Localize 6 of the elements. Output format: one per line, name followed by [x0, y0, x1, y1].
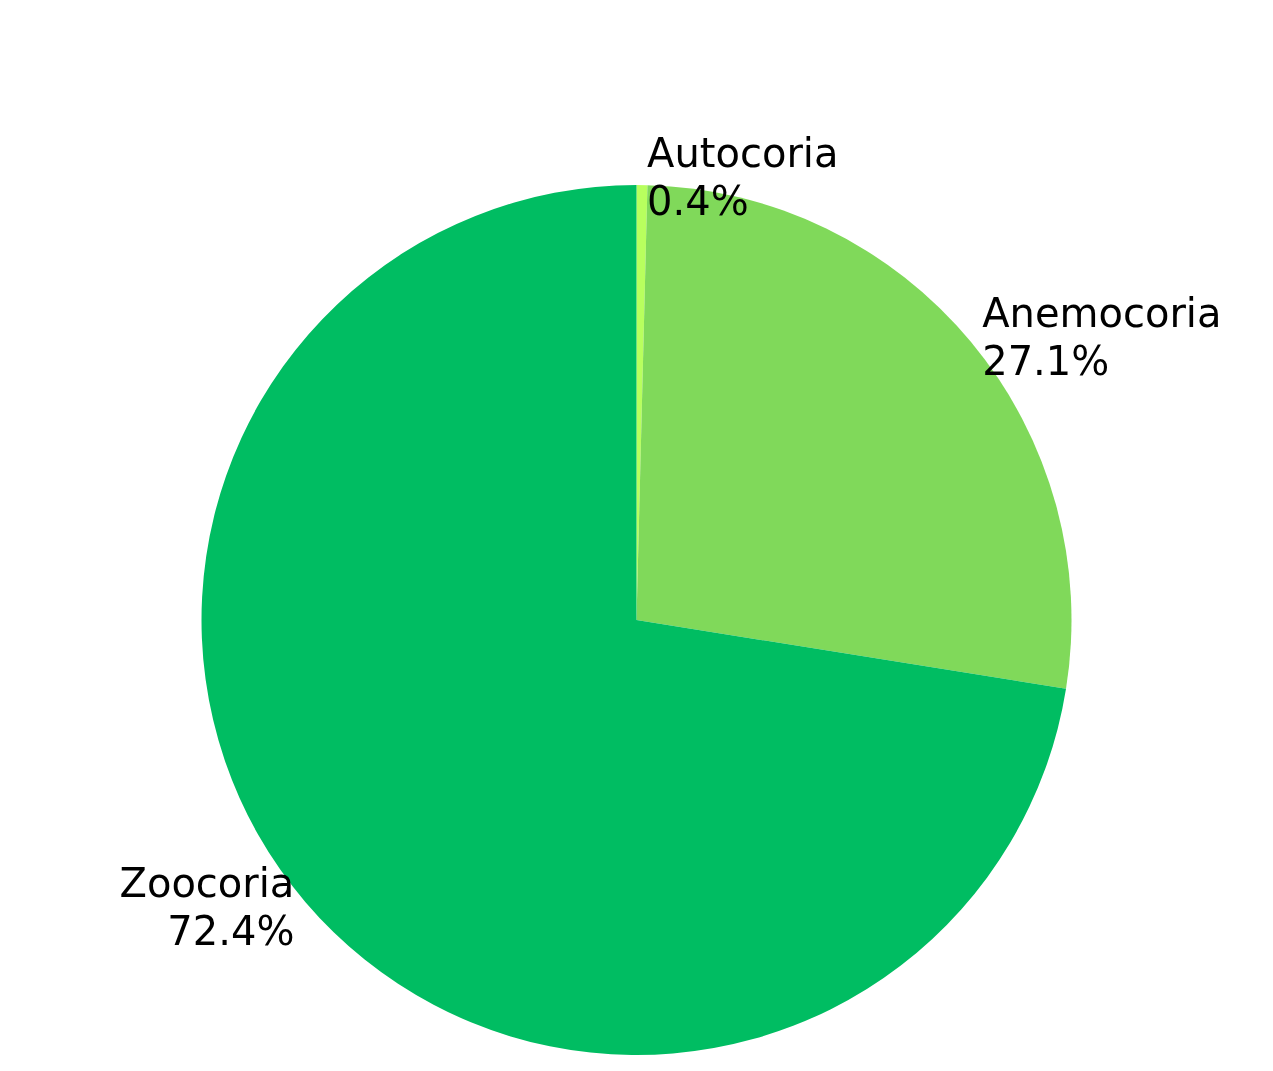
data-label: 0.4% — [647, 178, 749, 225]
data-label: 27.1% — [982, 337, 1110, 384]
data-label: 72.4% — [167, 908, 295, 955]
slice-label: Autocoria — [647, 130, 839, 177]
slice-label: Anemocoria — [982, 289, 1222, 336]
slice-label: Zoocoria — [119, 860, 295, 907]
